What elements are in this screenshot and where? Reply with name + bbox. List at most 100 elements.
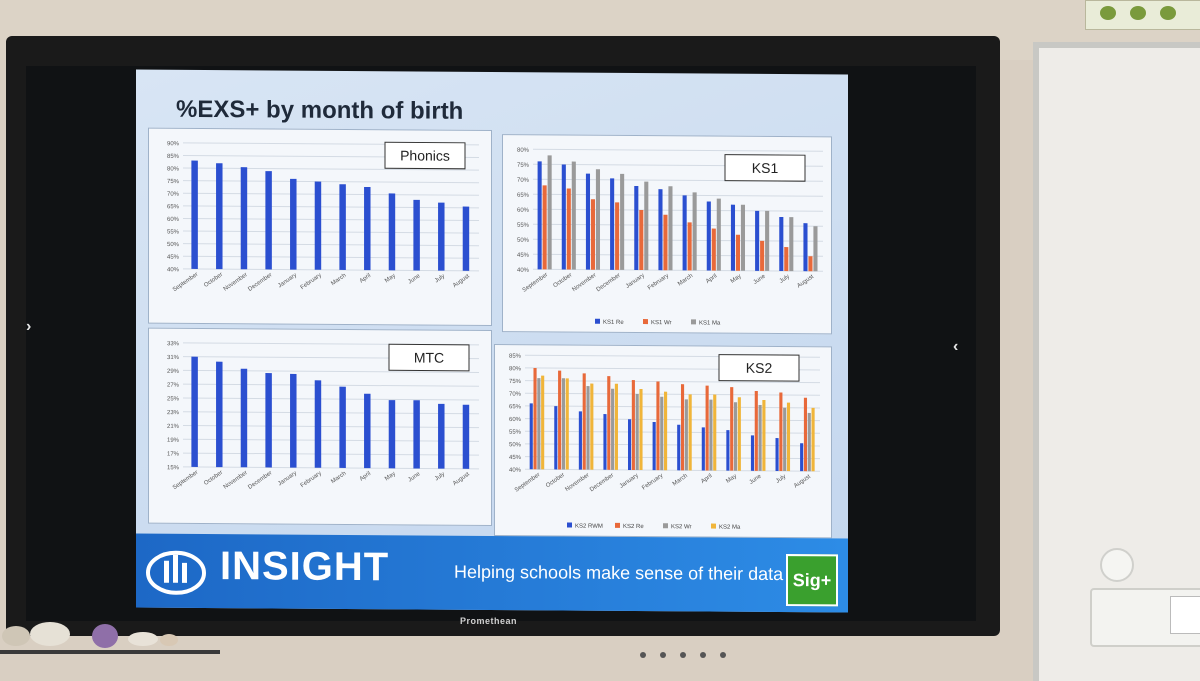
x-tick-label: September: [514, 472, 541, 494]
legend-label: KS2 RWM: [575, 524, 603, 530]
y-tick-label: 70%: [167, 192, 180, 198]
gridline: [183, 466, 479, 470]
bar: [586, 386, 590, 470]
x-tick-label: May: [384, 273, 397, 284]
legend-swatch: [595, 318, 600, 324]
bar: [438, 202, 445, 271]
bar: [388, 400, 396, 469]
legend-label: KS1 Re: [603, 320, 624, 326]
bar: [265, 171, 272, 270]
x-tick-label: February: [300, 471, 323, 490]
chart-svg: 85% 80% 75% 70% 65% 60% 55% 50% 45% 40%September O…: [509, 354, 820, 531]
gridline: [183, 180, 479, 184]
y-tick-label: 50%: [167, 242, 180, 248]
gridline: [183, 192, 479, 196]
chevron-left-icon[interactable]: ‹: [953, 338, 959, 355]
x-tick-label: May: [730, 273, 743, 284]
bar: [561, 378, 565, 470]
chart-label-box: [388, 343, 470, 372]
gridline: [525, 468, 820, 472]
bar: [737, 397, 741, 471]
slide-title: %EXS+ by month of birth: [176, 95, 464, 125]
gridline: [183, 397, 479, 401]
bar: [726, 430, 730, 471]
bar: [634, 185, 639, 271]
x-tick-label: October: [552, 272, 573, 289]
bar: [191, 356, 198, 467]
y-tick-label: 21%: [167, 424, 180, 430]
bar: [755, 210, 760, 271]
whiteboard: [1033, 42, 1200, 681]
x-tick-label: January: [619, 473, 640, 490]
x-tick-label: June: [407, 273, 422, 286]
sig-plus-button[interactable]: Sig+: [786, 554, 838, 607]
bar: [603, 414, 607, 470]
y-tick-label: 31%: [167, 355, 180, 361]
y-tick-label: 80%: [509, 366, 522, 372]
chevron-right-icon[interactable]: ›: [26, 318, 32, 335]
bar: [561, 164, 566, 270]
bar: [779, 392, 783, 472]
gridline: [533, 238, 823, 242]
gridline: [525, 443, 820, 447]
bar: [265, 373, 272, 468]
bar: [762, 399, 766, 471]
bar: [813, 226, 818, 272]
bar: [240, 368, 248, 468]
bar: [668, 186, 673, 271]
bar: [615, 202, 620, 270]
bar: [811, 407, 815, 472]
bar: [462, 206, 470, 271]
y-tick-label: 70%: [509, 392, 522, 398]
y-tick-label: 25%: [167, 396, 180, 402]
y-tick-label: 40%: [167, 267, 180, 273]
monitor-buttons[interactable]: [640, 645, 740, 663]
legend-label: KS2 Re: [623, 524, 644, 530]
bar: [413, 199, 420, 271]
y-tick-label: 70%: [517, 178, 530, 184]
bar: [537, 378, 541, 470]
ks1-chart: 80% 75% 70% 65% 60% 55% 50% 45% 40% September Octo…: [502, 134, 832, 335]
x-tick-label: November: [564, 472, 590, 493]
bar: [554, 406, 558, 470]
shelf: [0, 650, 220, 654]
bar: [614, 383, 618, 470]
bar: [687, 222, 692, 271]
y-tick-label: 17%: [167, 451, 180, 457]
x-tick-label: July: [434, 273, 446, 284]
gridline: [525, 430, 820, 434]
x-tick-label: December: [247, 470, 273, 491]
gridline: [533, 148, 823, 152]
bar: [620, 173, 625, 270]
gridline: [533, 223, 823, 227]
x-tick-label: January: [277, 470, 298, 487]
y-tick-label: 75%: [517, 163, 530, 169]
bar: [760, 240, 765, 271]
ks2-chart: 85% 80% 75% 70% 65% 60% 55% 50% 45% 40% September O…: [494, 344, 832, 539]
bar: [783, 407, 787, 472]
x-tick-label: March: [330, 471, 347, 485]
chart-label: KS1: [752, 160, 779, 176]
y-tick-label: 50%: [509, 442, 522, 448]
y-tick-label: 65%: [509, 404, 522, 410]
bar: [565, 378, 569, 470]
bar: [684, 399, 688, 471]
bar: [660, 396, 664, 471]
x-tick-label: December: [589, 473, 615, 494]
legend-swatch: [643, 319, 648, 325]
x-tick-label: August: [796, 274, 815, 290]
wall-artwork: [1085, 0, 1200, 30]
y-tick-label: 75%: [509, 379, 522, 385]
bar: [216, 361, 223, 468]
gridline: [525, 380, 820, 384]
bar: [571, 161, 576, 270]
x-tick-label: February: [641, 473, 664, 492]
gridline: [533, 208, 823, 212]
x-tick-label: January: [277, 272, 298, 289]
bar: [240, 167, 248, 270]
bar: [290, 178, 297, 270]
x-tick-label: October: [203, 470, 224, 487]
x-tick-label: April: [359, 471, 372, 483]
bar: [656, 381, 660, 471]
gridline: [525, 405, 820, 409]
